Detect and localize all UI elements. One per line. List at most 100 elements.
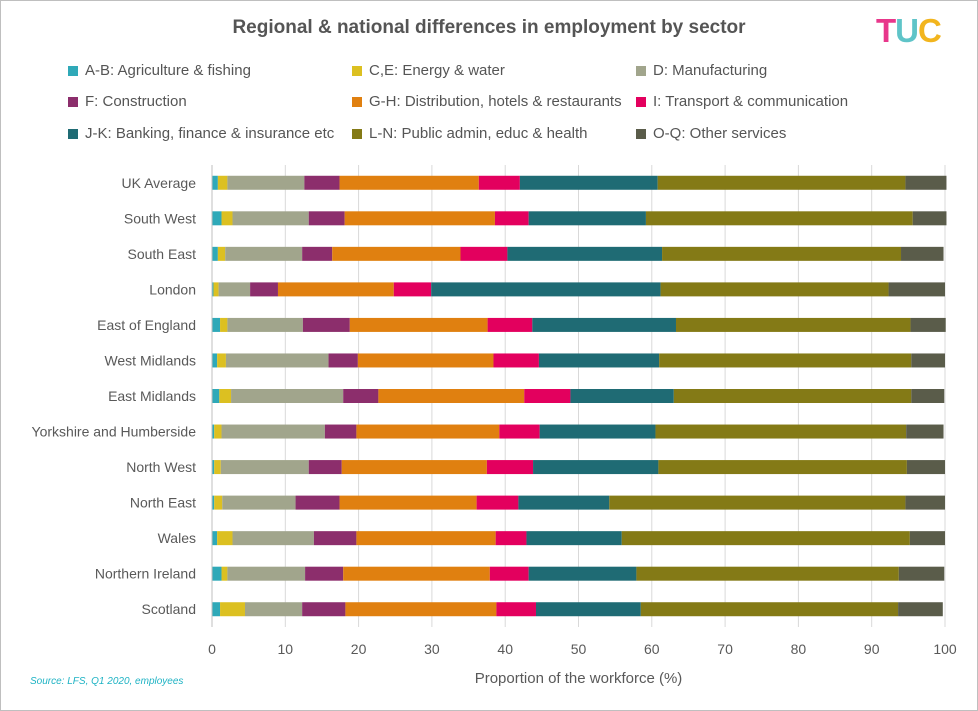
bar-segment [528,211,646,226]
bar-segment [313,531,357,546]
legend-label: J-K: Banking, finance & insurance etc [85,125,335,142]
legend-item: D: Manufacturing [636,62,767,79]
y-category-label: London [149,281,196,297]
legend-swatch [636,128,646,139]
bar-segment [532,317,676,332]
bar-segment [911,389,945,403]
y-category-label: Northern Ireland [95,566,196,582]
legend-swatch [636,65,646,76]
bar-segment [658,460,907,475]
x-tick-label: 40 [497,641,513,657]
bar-segment [244,602,303,617]
bar-segment [227,566,306,581]
y-category-label: South East [128,246,197,262]
bar-segment [220,317,228,332]
legend-swatch [68,65,78,76]
bar-segment [570,389,674,403]
bar-segment [356,531,496,546]
bar-segment [499,424,540,439]
bar-segment [496,602,536,617]
bar-segment [295,495,340,510]
bar-segment [659,353,912,368]
bar-segment [212,602,221,617]
bar-segment [528,566,637,581]
legend-item: C,E: Energy & water [352,62,505,79]
bar-segment [912,211,947,226]
bar-segment [225,353,329,368]
bar-segment [212,317,221,332]
bar-segment [308,211,345,226]
bar-segment [220,602,245,617]
bar-segment [212,353,218,368]
bar-segment [302,246,333,261]
bar-segment [212,531,218,546]
bar-segment [212,566,222,581]
bar-segment [655,424,907,439]
bar-segment [518,495,610,510]
bar-segment [212,282,214,297]
bar-segment [217,175,228,190]
bar-segment [493,353,539,368]
legend-label: D: Manufacturing [653,62,768,79]
bar-segment [221,424,325,439]
x-tick-label: 10 [278,641,294,657]
bar-segment [232,211,309,226]
y-category-label: Yorkshire and Humberside [32,424,197,440]
legend: A-B: Agriculture & fishing C,E: Energy &… [0,0,978,150]
y-category-label: East of England [97,317,196,333]
y-category-label: North East [130,495,196,511]
bar-segment [539,424,656,439]
bar-segment [213,282,219,297]
bar-segment [486,460,534,475]
legend-swatch [636,96,646,107]
y-category-label: South West [124,210,196,226]
legend-item: O-Q: Other services [636,125,786,142]
x-tick-label: 90 [864,641,880,657]
legend-label: G-H: Distribution, hotels & restaurants [369,93,622,110]
bar-segment [636,566,899,581]
bar-segment [304,175,340,190]
bar-segment [526,531,622,546]
bar-segment [345,602,497,617]
logo-letter-u: U [895,12,919,49]
bar-segment [214,460,221,475]
bar-segment [343,566,490,581]
legend-swatch [352,65,362,76]
y-category-label: North West [126,459,196,475]
legend-swatch [68,96,78,107]
bar-segment [339,495,477,510]
legend-label: I: Transport & communication [653,93,849,110]
bar-segment [431,282,661,297]
x-tick-label: 20 [351,641,367,657]
bar-segment [221,566,228,581]
bar-segment [212,495,215,510]
bar-segment [357,353,494,368]
legend-label: L-N: Public admin, educ & health [369,125,588,142]
bar-segment [214,495,223,510]
bar-segment [220,460,309,475]
bar-segment [906,460,945,475]
bar-segment [519,175,658,190]
bar-segment [898,602,943,617]
bar-segment [324,424,357,439]
bar-segment [657,175,906,190]
bar-segment [507,246,663,261]
bar-segment [911,353,945,368]
bar-segment [221,211,233,226]
x-tick-label: 30 [424,641,440,657]
bar-segment [217,531,233,546]
bar-segment [305,566,344,581]
bar-segment [538,353,660,368]
bar-segment [495,531,527,546]
y-category-label: Wales [158,530,196,546]
legend-label: F: Construction [85,93,187,110]
bar-segment [378,389,525,403]
bar-segment [476,495,519,510]
bar-segment [905,495,945,510]
bar-segment [621,531,910,546]
y-category-label: Scotland [142,601,196,617]
bar-segment [227,317,303,332]
bar-segment [906,424,944,439]
bar-segment [673,389,912,403]
bar-segment [909,531,945,546]
